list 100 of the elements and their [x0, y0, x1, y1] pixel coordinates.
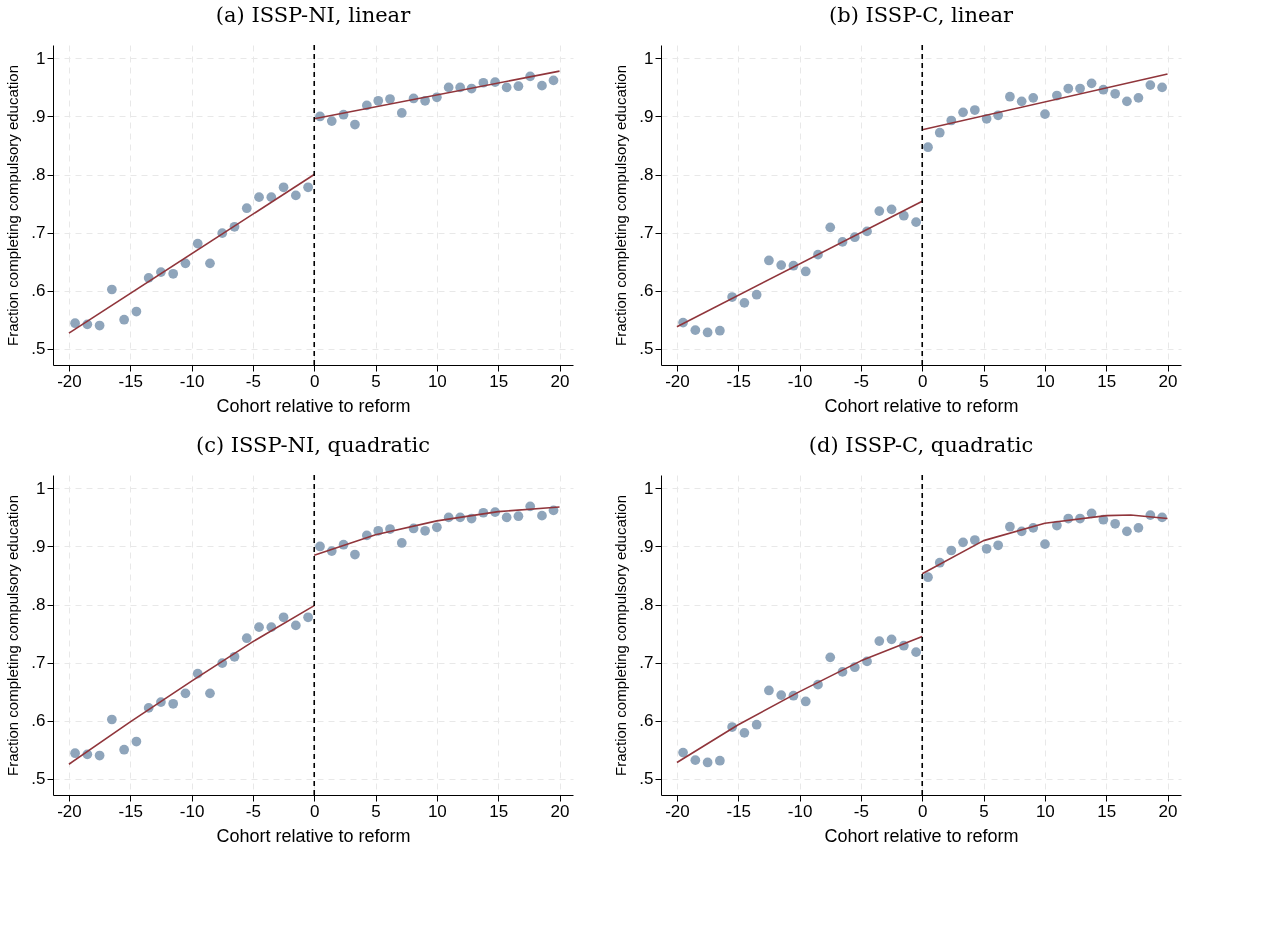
point: [1086, 78, 1097, 89]
point: [396, 108, 407, 118]
point: [168, 698, 179, 709]
point: [315, 541, 325, 552]
point: [1075, 83, 1085, 94]
y-tick-label: .9: [31, 536, 46, 556]
y-tick-label: .9: [639, 106, 654, 126]
point: [969, 535, 980, 545]
y-tick-label: .7: [639, 653, 654, 673]
x-tick-label: 15: [489, 371, 509, 391]
x-tick-label: 20: [1158, 801, 1178, 821]
x-tick-label: 0: [309, 801, 320, 821]
x-tick-label: 15: [1097, 801, 1117, 821]
y-tick-label: 1: [644, 478, 654, 498]
x-tick-label: 20: [550, 801, 570, 821]
y-tick-label: .5: [639, 769, 654, 789]
x-tick-label: 5: [371, 801, 381, 821]
point: [751, 289, 762, 300]
x-tick-label: -15: [726, 371, 752, 391]
point: [911, 217, 921, 227]
x-tick-label: -20: [57, 801, 82, 821]
y-tick-label: .5: [31, 769, 46, 789]
y-tick-label: 1: [644, 48, 654, 68]
point: [1063, 83, 1074, 94]
x-axis-title: Cohort relative to reform: [824, 825, 1019, 846]
y-tick-label: .9: [639, 536, 654, 556]
y-axis-title: Fraction completing compulsory education: [612, 65, 630, 346]
x-axis-title: Cohort relative to reform: [216, 825, 411, 846]
point: [254, 622, 264, 633]
point: [106, 284, 117, 295]
x-tick-label: -5: [853, 801, 869, 821]
x-tick-label: -15: [726, 801, 752, 821]
point: [1157, 82, 1167, 93]
point: [70, 748, 80, 759]
x-tick-label: 10: [427, 371, 447, 391]
point: [443, 82, 454, 93]
x-tick-label: 20: [550, 371, 570, 391]
y-tick-label: .9: [31, 106, 46, 126]
point: [1122, 96, 1132, 107]
y-tick-label: .6: [31, 281, 46, 301]
point: [958, 107, 968, 118]
x-tick-label: 10: [427, 801, 447, 821]
point: [278, 182, 289, 193]
point: [513, 81, 524, 92]
point: [946, 545, 957, 556]
x-tick-label: 15: [1097, 371, 1117, 391]
point: [714, 325, 725, 336]
y-tick-label: .5: [639, 339, 654, 359]
point: [1016, 96, 1027, 107]
point: [131, 306, 142, 317]
chart-title: (a) ISSP-NI, linear: [215, 3, 412, 28]
point: [800, 696, 811, 707]
point: [874, 206, 885, 216]
point: [751, 719, 762, 730]
point: [690, 755, 701, 766]
point: [501, 512, 512, 523]
point: [119, 314, 130, 325]
point: [303, 612, 313, 623]
point: [739, 728, 750, 738]
point: [764, 685, 774, 696]
point: [548, 75, 559, 86]
point: [537, 80, 547, 91]
y-tick-label: 1: [36, 48, 46, 68]
point: [911, 647, 921, 657]
point: [266, 192, 277, 203]
x-tick-label: 0: [917, 371, 928, 391]
point: [501, 82, 512, 93]
x-tick-label: 0: [309, 371, 320, 391]
x-tick-label: -20: [665, 371, 690, 391]
y-axis-title: Fraction completing compulsory education: [4, 65, 22, 346]
point: [1005, 91, 1015, 102]
point: [290, 620, 301, 631]
x-tick-label: -20: [57, 371, 82, 391]
y-tick-label: .8: [639, 595, 654, 615]
point: [886, 204, 897, 215]
point: [396, 538, 407, 548]
point: [254, 192, 264, 203]
point: [934, 127, 945, 138]
x-tick-label: 10: [1035, 371, 1055, 391]
point: [1040, 109, 1050, 119]
y-tick-label: .7: [31, 223, 46, 243]
point: [192, 238, 203, 249]
point: [290, 190, 301, 201]
point: [1028, 92, 1039, 103]
x-tick-label: -20: [665, 801, 690, 821]
x-axis-title: Cohort relative to reform: [824, 395, 1019, 416]
x-tick-label: 5: [371, 371, 381, 391]
point: [168, 268, 179, 279]
x-axis-title: Cohort relative to reform: [216, 395, 411, 416]
point: [205, 258, 215, 269]
point: [241, 203, 252, 214]
y-tick-label: .6: [31, 711, 46, 731]
x-tick-label: 5: [979, 801, 989, 821]
point: [690, 325, 701, 336]
point: [70, 318, 80, 329]
point: [119, 744, 130, 755]
y-tick-label: .6: [639, 281, 654, 301]
point: [1040, 539, 1050, 549]
point: [886, 634, 897, 645]
x-tick-label: 5: [979, 371, 989, 391]
